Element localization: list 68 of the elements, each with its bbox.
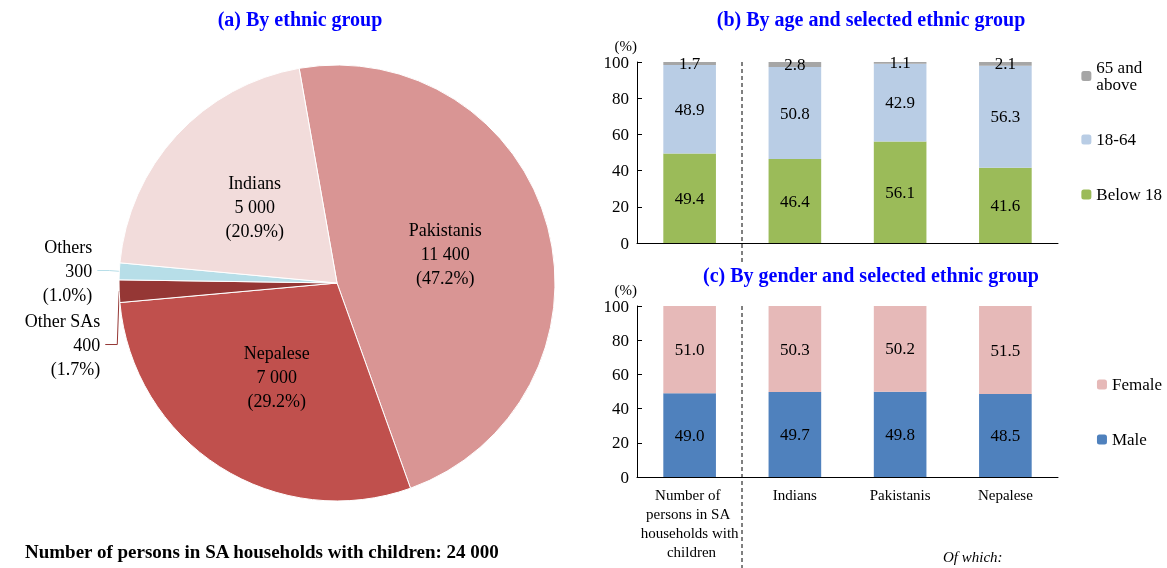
text: Number of persons in SA households with children: 24 000 (25, 541, 499, 562)
data-label: 51.5 (990, 340, 1021, 360)
y-tick-label: 60 (612, 124, 629, 144)
data-label: 7 000 (29.2%) (247, 367, 306, 413)
data-label: 42.9 (885, 93, 915, 113)
x-tick-label: Nepalese (977, 486, 1034, 503)
y-tick-label: 40 (612, 399, 629, 419)
bar (873, 391, 927, 477)
legend-label: Male (1111, 430, 1147, 449)
bar (979, 394, 1032, 477)
y-axis-title: (%) (614, 38, 637, 56)
chart-title: (b) By age and selected ethnic group (716, 8, 1026, 31)
chart-title: (c) By gender and selected ethnic group (703, 264, 1039, 287)
bar (873, 141, 927, 243)
data-label: 2.8 (784, 55, 806, 75)
data-label: 300 (1.0%) (42, 260, 93, 306)
bar (768, 392, 822, 477)
data-label: 11 400 (47.2%) (416, 244, 475, 290)
y-tick-label: 80 (612, 88, 629, 108)
data-label: 46.4 (780, 191, 811, 211)
data-label: 56.1 (885, 182, 915, 202)
y-tick-label: 0 (620, 233, 629, 253)
data-label: 48.9 (674, 99, 705, 119)
y-tick-label: 40 (612, 161, 629, 181)
y-tick-label: 20 (612, 197, 629, 217)
chart-title: (a) By ethnic group (217, 8, 383, 31)
slice-label: Nepalese (243, 343, 310, 364)
x-tick-label: Indians (772, 486, 818, 503)
legend-label: Below 18 (1096, 185, 1163, 204)
bar (873, 306, 927, 392)
data-label: 1.7 (679, 54, 701, 74)
legend-label: 65 and above (1096, 58, 1147, 94)
data-label: 5 000 (20.9%) (225, 197, 284, 243)
data-label: 1.1 (889, 53, 911, 73)
data-label: 49.8 (885, 424, 915, 444)
data-label: 48.5 (990, 426, 1021, 446)
data-label: 51.0 (674, 340, 705, 360)
bar (663, 393, 716, 477)
data-label: 49.7 (780, 425, 811, 445)
data-label: 41.6 (990, 195, 1021, 215)
y-tick-label: 0 (620, 467, 629, 487)
bar (663, 153, 716, 243)
slice-label: Others (44, 236, 93, 257)
x-tick-label: Number of persons in SA households with children (640, 486, 740, 560)
bar (768, 306, 822, 393)
bar (663, 306, 716, 394)
y-axis-title: (%) (614, 282, 637, 300)
data-label: 50.2 (885, 339, 915, 359)
data-label: 2.1 (994, 54, 1016, 74)
y-tick-label: 80 (612, 330, 629, 350)
slice-label: Pakistanis (408, 220, 482, 241)
text: Of which: (943, 548, 1003, 565)
bar (979, 167, 1032, 243)
legend-label: 18-64 (1096, 130, 1137, 149)
y-tick-label: 60 (612, 364, 629, 384)
slice-label: Indians (228, 173, 282, 194)
data-label: 400 (1.7%) (50, 334, 101, 380)
bar (979, 306, 1032, 395)
data-label: 49.0 (674, 425, 705, 445)
data-label: 50.8 (780, 103, 810, 123)
y-tick-label: 20 (612, 433, 629, 453)
x-tick-label: Pakistanis (869, 486, 931, 503)
slice-label: Other SAs (24, 310, 101, 331)
data-label: 50.3 (780, 339, 810, 359)
bar (768, 159, 822, 243)
data-label: 56.3 (990, 107, 1021, 127)
data-label: 49.4 (674, 188, 705, 208)
legend-label: Female (1111, 375, 1163, 394)
